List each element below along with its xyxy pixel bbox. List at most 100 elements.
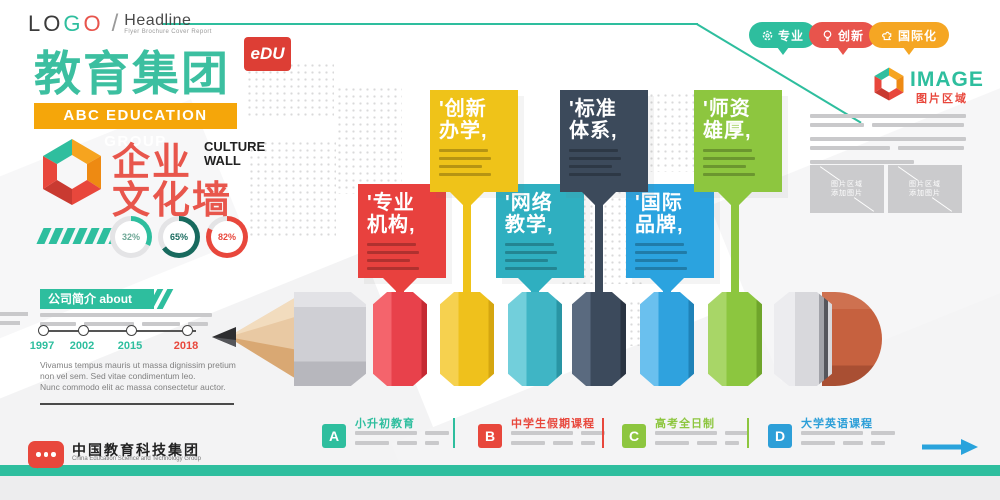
- bubble-pointer: [518, 278, 552, 291]
- badge-innovation: 创新: [809, 22, 877, 55]
- bubble-innovative-schooling: '创新 办学,: [430, 90, 518, 192]
- edge-dash: [0, 312, 28, 316]
- pencil-tip: [210, 290, 300, 393]
- course-title: 中学生假期课程: [511, 418, 595, 430]
- chat-bubble-icon: [28, 441, 64, 468]
- course-letter-badge: C: [622, 424, 646, 448]
- timeline-dot: [78, 325, 89, 336]
- pencil-segment-yellow: [440, 292, 494, 386]
- pencil-ferrule: [774, 292, 832, 386]
- timeline-year: 1997: [29, 340, 55, 352]
- logo-wordmark: LOGO: [28, 11, 104, 36]
- culture-title-en: CULTURE WALL: [204, 140, 265, 168]
- badge-label: 创新: [838, 28, 865, 43]
- badge-label: 国际化: [898, 28, 938, 43]
- photo-placeholder-box: 图片区域 添加图片: [888, 165, 962, 213]
- bubble-strong-faculty: '师资 雄厚,: [694, 90, 782, 192]
- culture-en-line2: WALL: [204, 153, 241, 168]
- course-letter-badge: A: [322, 424, 346, 448]
- about-body-text: Vivamus tempus mauris ut massa dignissim…: [40, 360, 236, 393]
- badge-professional: 专业: [749, 22, 817, 55]
- accent-stripes: [36, 228, 124, 244]
- image-panel-hexagon-icon: [872, 66, 906, 107]
- photo-placeholder-label: 添加图片: [909, 190, 941, 197]
- bulb-icon: [821, 29, 834, 42]
- course-letter-badge: D: [768, 424, 792, 448]
- bubble-pointer: [450, 192, 484, 205]
- pencil-body: [294, 292, 366, 386]
- donut-chart-65: 65%: [158, 216, 200, 258]
- about-banner-cn: 公司简介: [48, 292, 97, 306]
- bubble-international-brand: '国际 品牌,: [626, 184, 714, 278]
- bubble-standard-system: '标准 体系,: [560, 90, 648, 192]
- donut-chart-82: 82%: [206, 216, 248, 258]
- headline-subtitle: Flyer Brochure Cover Report: [124, 29, 212, 35]
- course-title: 小升初教育: [355, 418, 415, 430]
- arrow-right-icon: [922, 438, 978, 461]
- image-panel-subtitle: 图片区域: [916, 93, 968, 105]
- about-banner: 公司简介 about: [40, 289, 154, 309]
- logo-slash: /: [111, 10, 119, 37]
- course-placeholder-lines: [511, 431, 611, 451]
- timeline-dot: [38, 325, 49, 336]
- photo-placeholder-label: 图片区域: [831, 181, 863, 188]
- badge-international: 国际化: [869, 22, 950, 55]
- timeline-dot: [182, 325, 193, 336]
- pencil-segment-green: [708, 292, 762, 386]
- timeline-line: [44, 330, 196, 332]
- course-separator: [453, 418, 455, 448]
- org-name-en: China Education Science and Technology G…: [72, 456, 201, 462]
- puzzle-icon: [881, 29, 894, 42]
- bubble-pointer: [650, 278, 684, 291]
- group-banner: ABC EDUCATION GROUP: [34, 103, 237, 150]
- gear-icon: [761, 29, 774, 42]
- edu-badge: eDU: [244, 37, 291, 71]
- course-title: 高考全日制: [655, 418, 715, 430]
- hexagon-logo-icon: [38, 136, 106, 213]
- header-rule-line: [162, 23, 698, 25]
- course-separator: [602, 418, 604, 448]
- brand-title: 教育集团: [34, 47, 230, 100]
- pencil-segment-navy: [572, 292, 626, 386]
- photo-placeholder-label: 添加图片: [831, 190, 863, 197]
- value-badges: 专业 创新 国际化: [749, 22, 950, 55]
- image-panel-title: IMAGE: [910, 68, 984, 91]
- org-name: 中国教育科技集团: [72, 442, 200, 458]
- photo-placeholder-label: 图片区域: [909, 181, 941, 188]
- course-separator: [747, 418, 749, 448]
- logo-lockup: LOGO / Headline Flyer Brochure Cover Rep…: [28, 12, 212, 36]
- donut-value: 65%: [169, 232, 188, 242]
- pencil-segment-blue: [640, 292, 694, 386]
- bubble-professional-org: '专业 机构,: [358, 184, 446, 278]
- about-body-line: Nunc commodo elit ac massa consectetur a…: [40, 382, 226, 392]
- course-placeholder-lines: [801, 431, 901, 451]
- timeline-year: 2018: [173, 340, 199, 352]
- badge-label: 专业: [778, 28, 805, 43]
- edge-dash: [0, 321, 20, 325]
- culture-title-line1: 企业: [112, 142, 193, 184]
- bubble-stem: [595, 204, 603, 294]
- donut-chart-32: 32%: [110, 216, 152, 258]
- timeline-dot: [126, 325, 137, 336]
- course-placeholder-lines: [655, 431, 755, 451]
- bubble-stem: [731, 204, 739, 294]
- headline-block: Headline Flyer Brochure Cover Report: [124, 12, 212, 35]
- timeline-year: 2015: [117, 340, 143, 352]
- donut-value: 32%: [121, 232, 140, 242]
- image-panel-placeholder-lines: [810, 114, 966, 169]
- about-body-line: non vel sem. Sed vitae condimentum leo.: [40, 371, 196, 381]
- section-divider: [40, 403, 234, 405]
- dot-pattern: [248, 140, 336, 236]
- bubble-pointer: [383, 278, 417, 291]
- dot-pattern: [246, 62, 334, 116]
- pencil-segment-red: [373, 292, 427, 386]
- pencil-segment-teal: [508, 292, 562, 386]
- timeline-year: 2002: [69, 340, 95, 352]
- dot-pattern: [336, 86, 402, 194]
- footer-accent-bar: [0, 465, 1000, 476]
- course-placeholder-lines: [355, 431, 455, 451]
- culture-en-line1: CULTURE: [204, 139, 266, 154]
- about-banner-en: about: [99, 292, 133, 306]
- bubble-stem: [463, 204, 471, 294]
